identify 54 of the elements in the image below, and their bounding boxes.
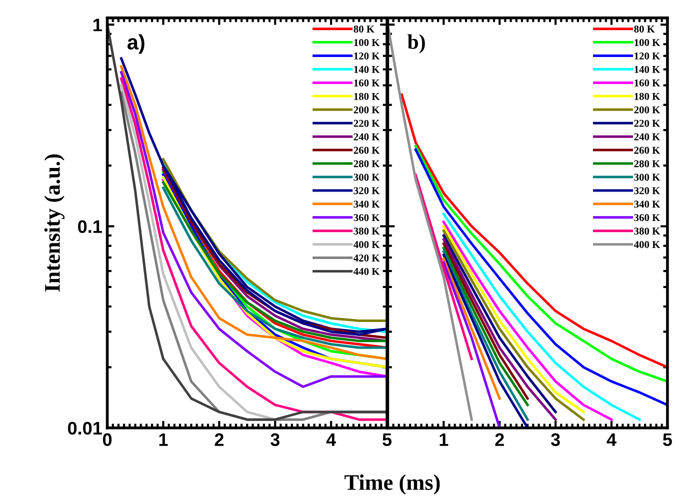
y-tick-label: 1 (94, 18, 102, 32)
y-axis-title: Intensity (a.u.) (44, 154, 65, 292)
legend-label: 180 K (634, 92, 660, 100)
legend-label: 420 K (354, 254, 380, 262)
legend-label: 380 K (634, 228, 660, 235)
legend-label: 80 K (634, 26, 655, 33)
x-tick-label: 1 (440, 433, 448, 446)
legend-label: 200 K (354, 106, 380, 114)
legend-label: 100 K (354, 39, 380, 46)
annotation: b) (408, 34, 425, 54)
legend-label: 220 K (634, 120, 660, 127)
legend-label: 160 K (354, 79, 380, 86)
legend-label: 340 K (354, 200, 380, 208)
legend-label: 440 K (354, 268, 380, 276)
legend-label: 140 K (634, 66, 660, 73)
legend-label: 220 K (354, 120, 380, 127)
legend-label: 300 K (634, 174, 660, 181)
x-tick-label: 1 (159, 433, 168, 446)
x-tick-label: 2 (495, 433, 504, 446)
x-tick-label: 2 (214, 433, 224, 446)
x-tick-label: 5 (382, 433, 392, 446)
legend-label: 360 K (354, 214, 380, 222)
legend-label: 140 K (354, 66, 380, 73)
legend-label: 200 K (634, 106, 660, 114)
x-tick-label: 3 (550, 433, 560, 446)
legend-label: 240 K (634, 133, 660, 140)
legend-label: 380 K (354, 228, 380, 235)
legend-label: 280 K (634, 160, 660, 168)
annotation: a) (127, 34, 144, 54)
x-tick-label: 3 (270, 433, 280, 446)
legend-label: 180 K (354, 92, 380, 100)
legend-label: 260 K (634, 146, 660, 154)
legend-label: 360 K (634, 214, 660, 222)
legend-label: 300 K (354, 174, 380, 181)
legend-label: 120 K (634, 52, 660, 60)
legend-label: 160 K (634, 79, 660, 86)
legend-label: 340 K (634, 200, 660, 208)
y-tick-label: 0.1 (78, 220, 102, 233)
legend-label: 260 K (354, 146, 380, 154)
legend-label: 240 K (354, 133, 380, 140)
legend-label: 320 K (354, 187, 380, 194)
legend-label: 400 K (354, 241, 380, 248)
x-tick-label: 4 (606, 433, 616, 446)
legend-label: 400 K (634, 241, 660, 248)
x-tick-label: 5 (662, 433, 672, 446)
legend-label: 100 K (634, 39, 660, 46)
legend-label: 320 K (634, 187, 660, 194)
x-tick-label: 0 (102, 433, 112, 446)
legend-label: 280 K (354, 160, 380, 168)
x-axis-title: Time (ms) (344, 474, 440, 495)
y-tick-label: 0.01 (68, 422, 102, 435)
legend-label: 120 K (354, 52, 380, 60)
legend-label: 80 K (354, 26, 374, 33)
x-tick-label: 4 (326, 433, 336, 446)
